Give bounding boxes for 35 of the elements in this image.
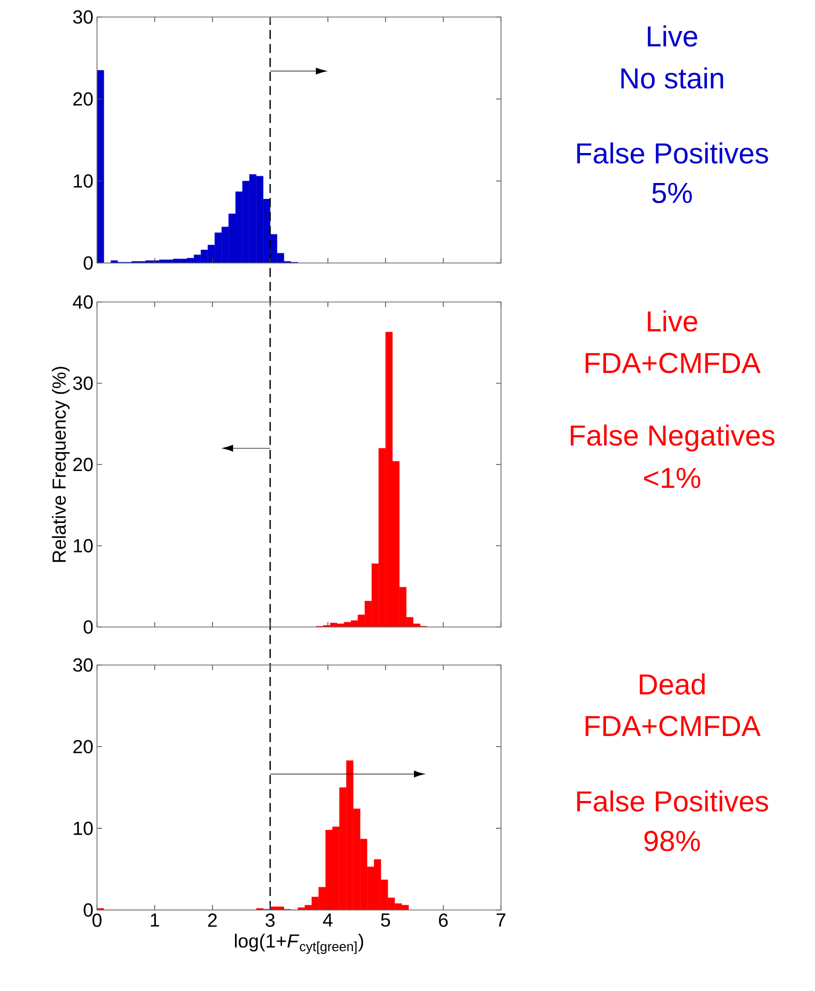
y-tick-label: 0 [84, 903, 93, 917]
y-tick-label: 20 [73, 92, 93, 106]
x-tick-label: 3 [266, 914, 275, 927]
x-tick-label: 4 [323, 914, 333, 927]
text: FDA+CMFDA [586, 352, 761, 374]
x-tick-label: 0 [92, 914, 102, 927]
y-tick-label: 0 [84, 620, 93, 634]
x-tick-label: 1 [150, 914, 160, 927]
text: 98% [644, 830, 700, 852]
y-tick-label: 30 [73, 376, 93, 390]
y-tick-label: 30 [73, 10, 93, 24]
y-tick-label: 10 [74, 174, 93, 188]
text: False Negatives [570, 424, 774, 452]
text: Dead [640, 673, 705, 695]
y-tick-label: 20 [73, 458, 93, 472]
text: Live [648, 310, 698, 332]
y-tick-label: 40 [72, 295, 93, 309]
x-axis-title: log(1+F$_{cyt[green]}$) [234, 934, 364, 954]
text: <1% [644, 468, 700, 488]
y-tick-label: 10 [74, 539, 93, 552]
text: No stain [621, 67, 724, 89]
y-tick-label: 0 [84, 256, 93, 270]
x-tick-label: 5 [381, 914, 390, 927]
y-tick-label: 10 [74, 822, 93, 836]
text: FDA+CMFDA [586, 716, 761, 736]
x-tick-label: 6 [438, 914, 448, 927]
text: False Positives [577, 142, 768, 164]
text: Live [648, 25, 698, 47]
x-tick-label: 2 [208, 914, 217, 927]
y-tick-label: 20 [73, 740, 93, 754]
x-tick-label: 7 [496, 914, 506, 927]
text: False Positives [577, 790, 768, 812]
y-tick-label: 30 [73, 658, 93, 672]
text: 5% [652, 182, 692, 204]
y-axis-title: Relative Frequency (%) [52, 366, 70, 562]
